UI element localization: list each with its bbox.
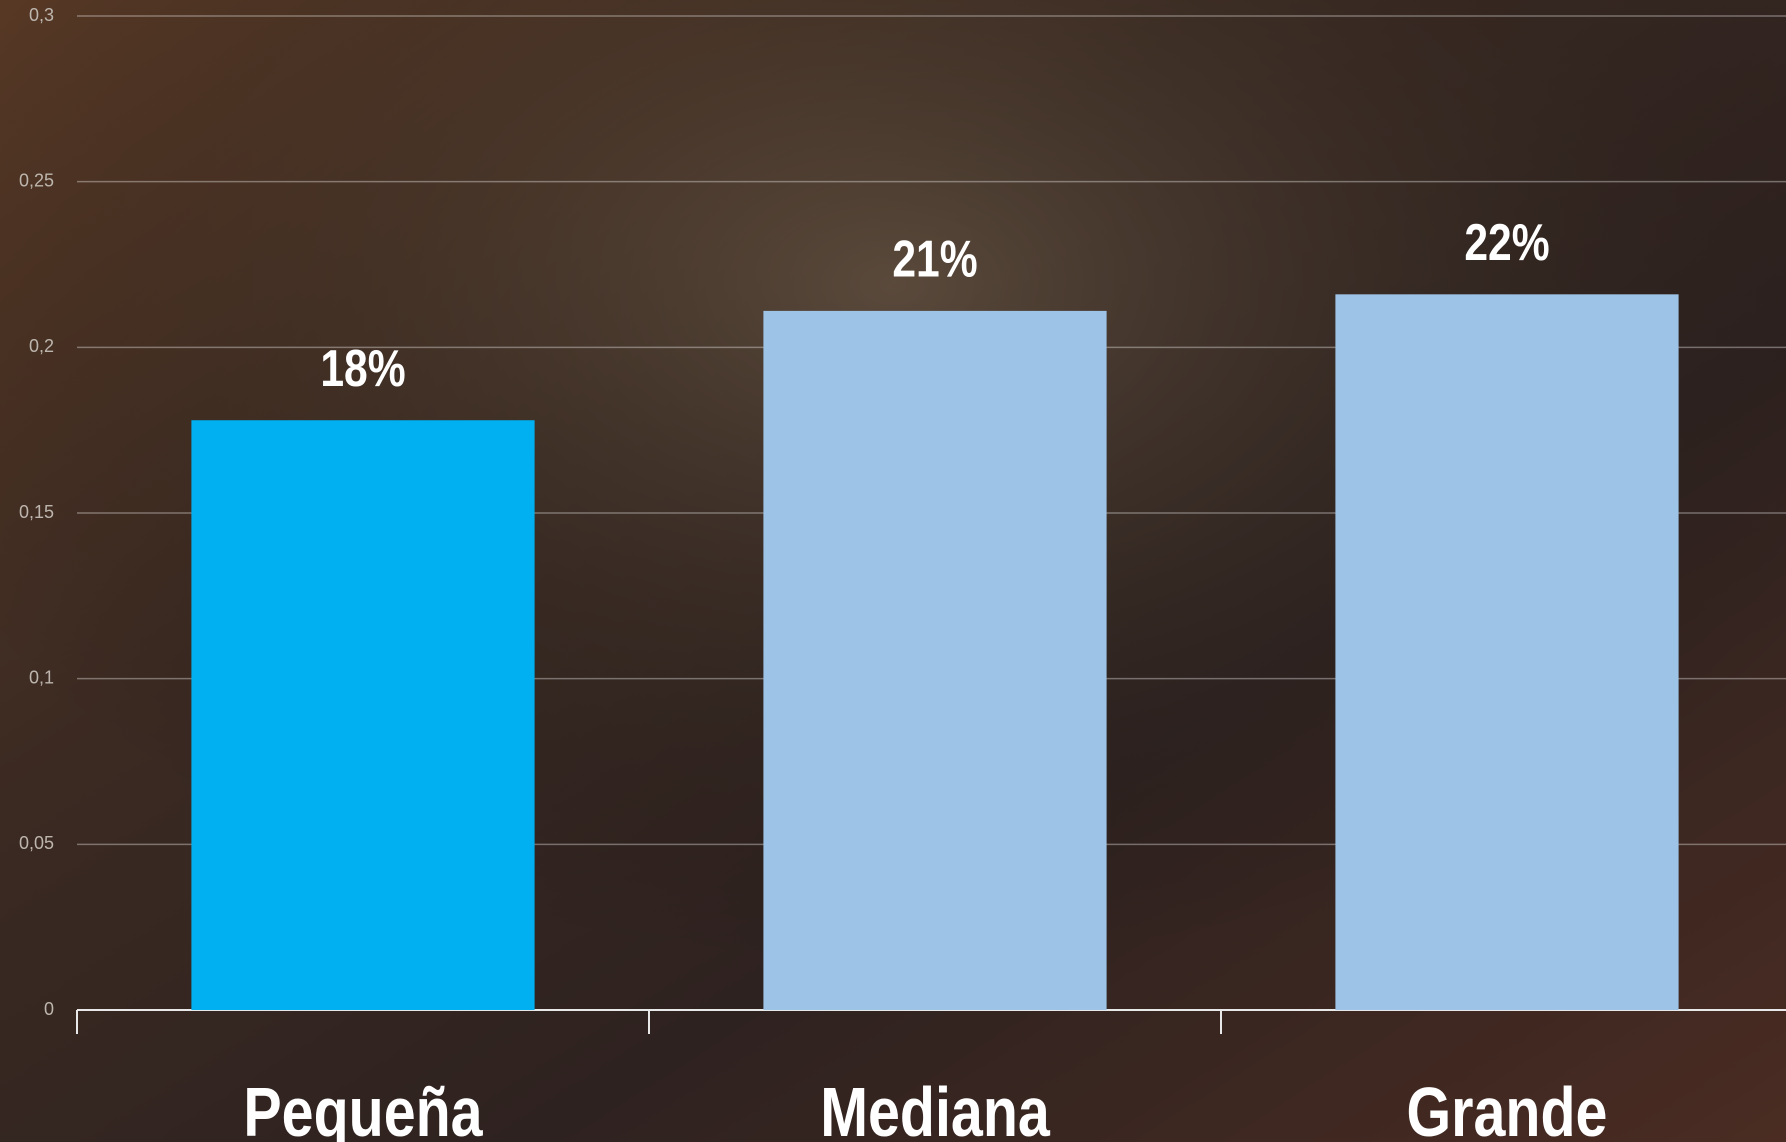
data-label: 21% [892,231,977,289]
y-tick-label: 0,15 [19,502,54,522]
x-tick-label: Mediana [820,1073,1050,1142]
bar [1335,294,1679,1010]
data-label: 22% [1464,214,1549,272]
y-tick-label: 0,05 [19,833,54,853]
y-tick-label: 0,1 [29,667,54,687]
y-tick-label: 0,3 [29,5,54,25]
x-tick-label: Pequeña [243,1073,483,1142]
bar [191,420,535,1010]
y-tick-label: 0 [44,999,54,1019]
x-tick-label: Grande [1407,1073,1608,1142]
y-tick-label: 0,2 [29,336,54,356]
y-tick-label: 0,25 [19,170,54,190]
data-label: 18% [320,340,405,398]
bar [763,310,1107,1010]
